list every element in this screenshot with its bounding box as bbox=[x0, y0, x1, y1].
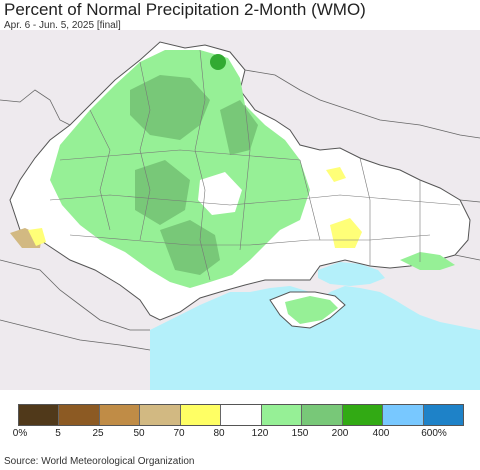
precip-zone-70-80-east bbox=[330, 218, 362, 248]
map-date-range: Apr. 6 - Jun. 5, 2025 [final] bbox=[4, 20, 121, 31]
legend-swatch-8 bbox=[342, 405, 384, 425]
legend-swatch-3 bbox=[140, 405, 181, 425]
map-title: Percent of Normal Precipitation 2-Month … bbox=[4, 0, 366, 19]
legend-swatch-6 bbox=[261, 405, 303, 425]
legend-label: 50 bbox=[133, 428, 145, 439]
source-credit: Source: World Meteorological Organizatio… bbox=[4, 456, 195, 467]
legend-labels: 0% 5 25 50 70 80 120 150 200 400 600% bbox=[0, 428, 480, 442]
precip-zone-120-150-crimea bbox=[285, 296, 338, 324]
precip-zone-200-400-spot bbox=[210, 54, 226, 70]
precip-zone-70-80-west bbox=[28, 228, 46, 246]
precip-zone-150-200-south bbox=[160, 220, 220, 275]
precip-zone-80-120-pocket bbox=[198, 172, 242, 215]
legend-swatch-5 bbox=[221, 405, 262, 425]
legend-swatch-0 bbox=[19, 405, 60, 425]
precip-zone-120-150-east bbox=[400, 252, 455, 270]
precip-zone-70-80-northeast bbox=[326, 167, 346, 182]
precipitation-map bbox=[0, 30, 480, 390]
legend-label: 70 bbox=[173, 428, 185, 439]
black-sea bbox=[150, 286, 480, 390]
precip-zone-150-200-center bbox=[135, 160, 190, 225]
legend-label: 5 bbox=[55, 428, 61, 439]
azov-sea bbox=[318, 262, 385, 286]
precip-zone-150-200-north bbox=[130, 75, 210, 140]
precipitation-legend bbox=[18, 404, 464, 426]
oblast-borders bbox=[49, 49, 461, 281]
legend-label: 120 bbox=[251, 428, 269, 439]
legend-label: 80 bbox=[213, 428, 225, 439]
legend-swatch-10 bbox=[423, 405, 463, 425]
precip-zone-150-200-east bbox=[220, 100, 258, 155]
legend-swatch-2 bbox=[99, 405, 141, 425]
country-borders bbox=[0, 69, 480, 351]
legend-label: 25 bbox=[92, 428, 104, 439]
legend-swatch-9 bbox=[383, 405, 424, 425]
legend-label: 400 bbox=[372, 428, 390, 439]
legend-swatch-7 bbox=[302, 405, 343, 425]
legend-label: 200 bbox=[331, 428, 349, 439]
legend-label: 600% bbox=[421, 428, 447, 439]
legend-swatch-1 bbox=[59, 405, 100, 425]
legend-label: 0% bbox=[12, 428, 28, 439]
legend-swatch-4 bbox=[180, 405, 222, 425]
legend-label: 150 bbox=[291, 428, 309, 439]
